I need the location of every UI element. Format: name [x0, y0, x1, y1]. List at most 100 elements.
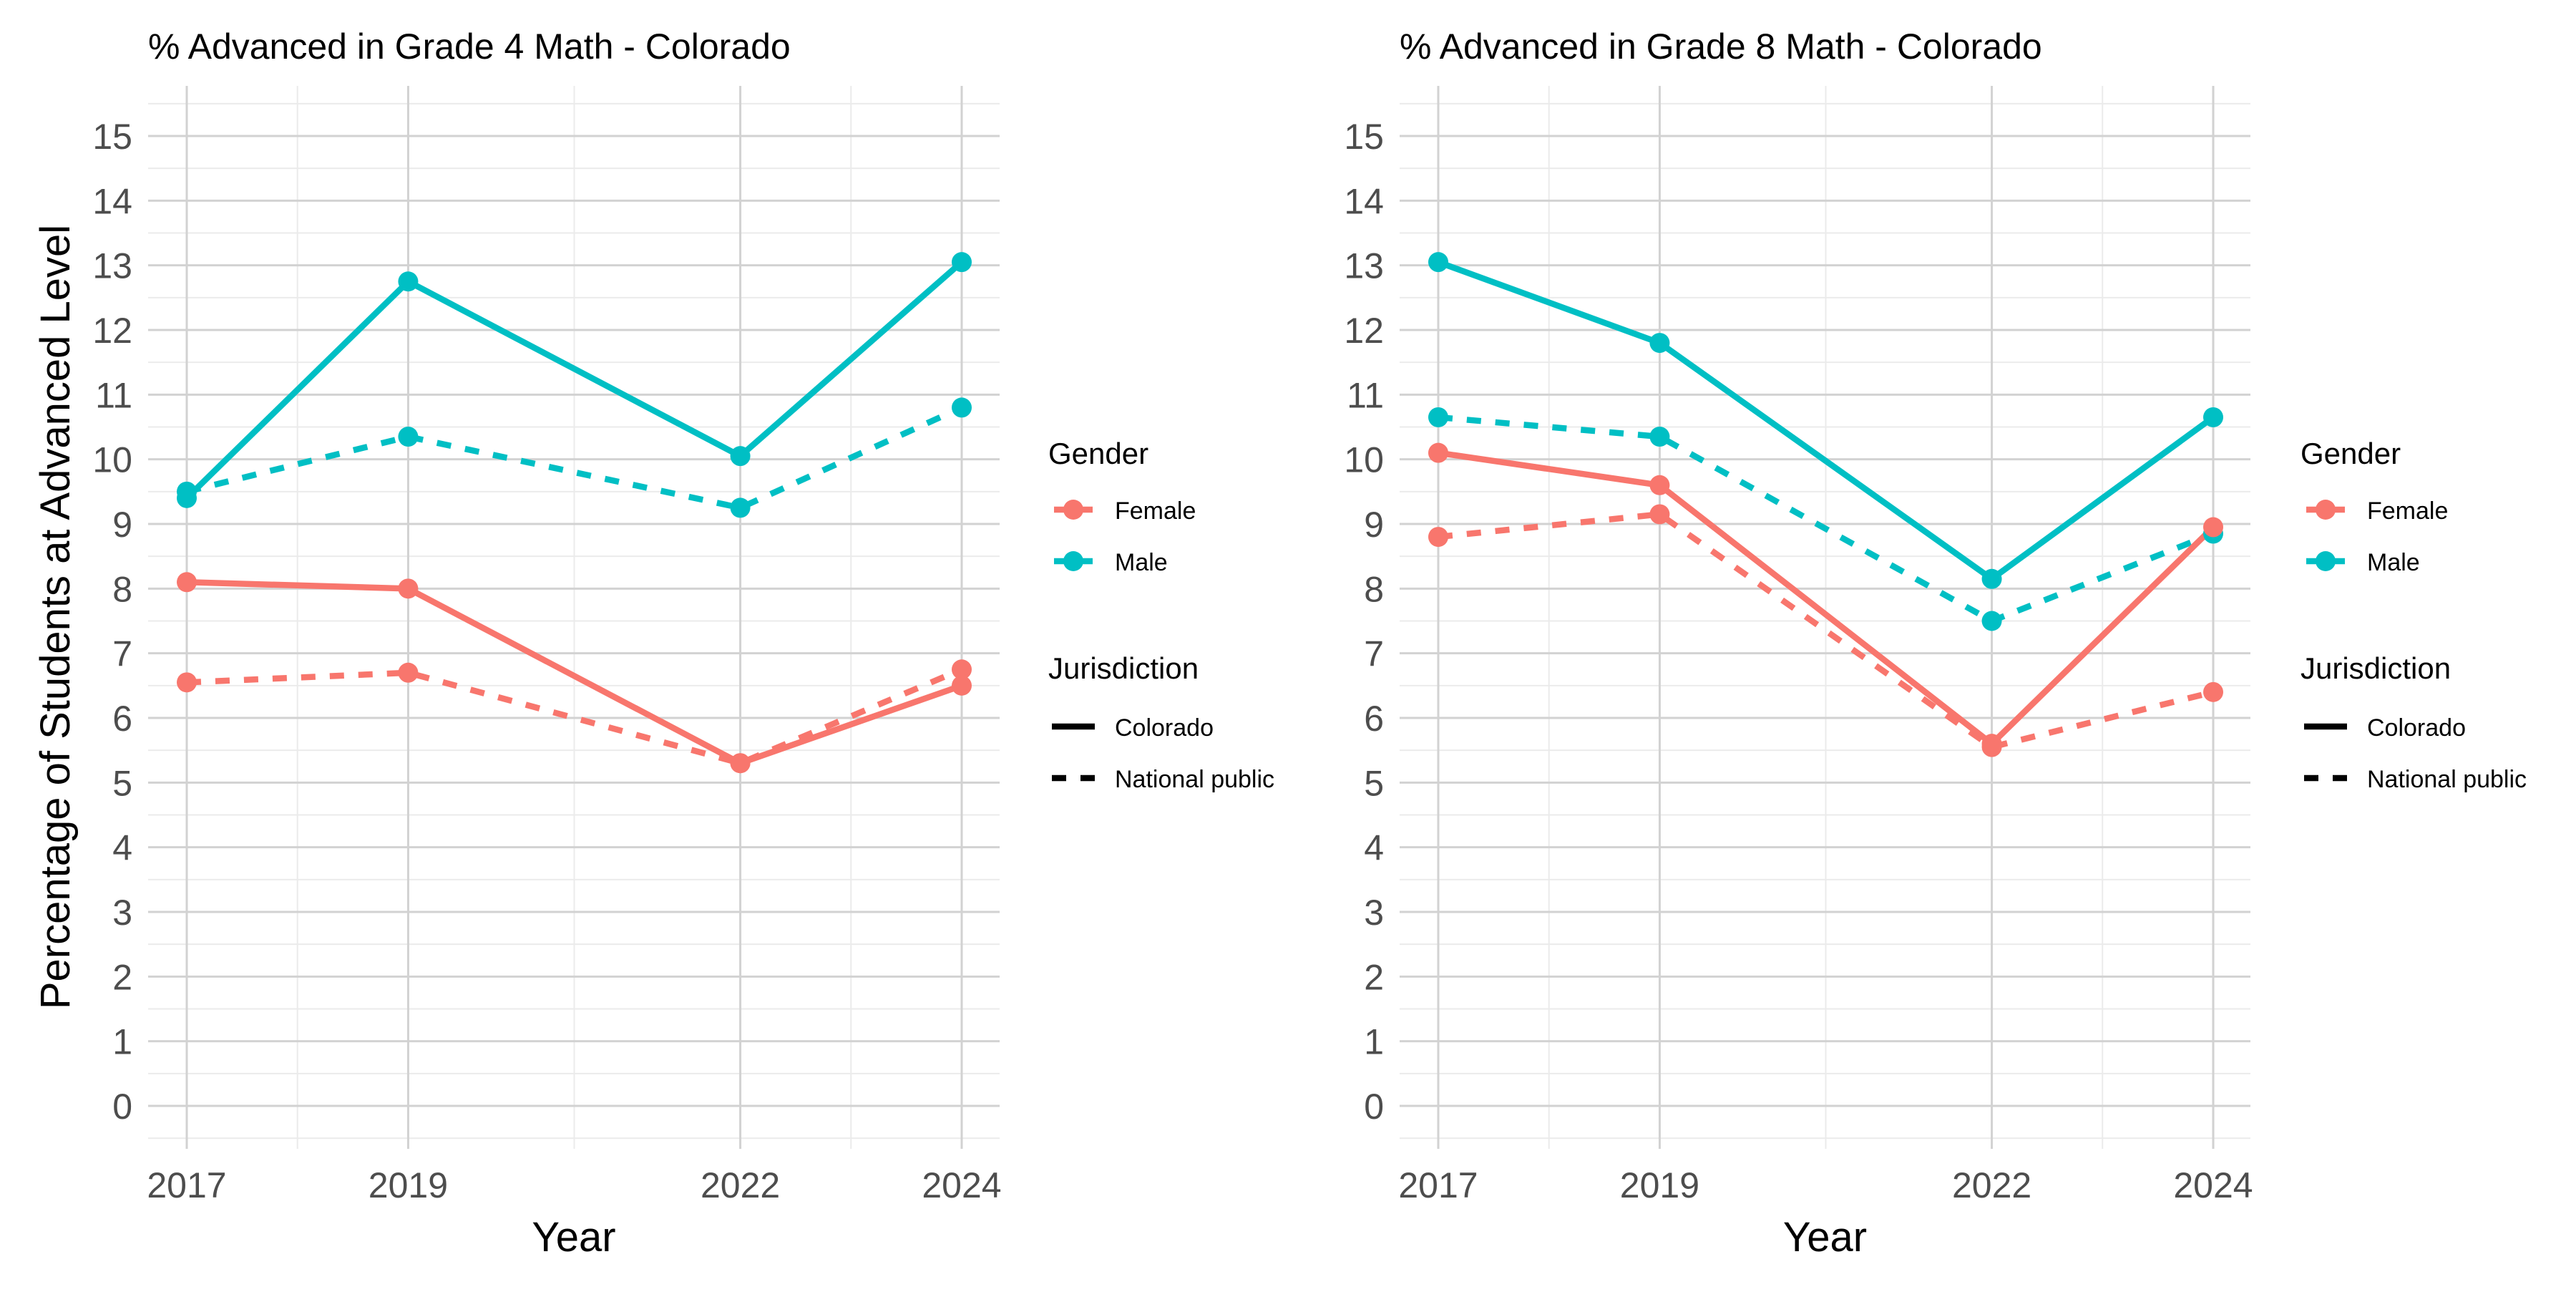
legend-label-female: Female	[2367, 497, 2448, 525]
y-tick-label: 15	[92, 117, 132, 157]
y-tick-label: 3	[112, 893, 132, 933]
data-point-male-colorado	[398, 271, 419, 292]
y-tick-label: 6	[112, 699, 132, 739]
y-tick-label: 10	[1344, 440, 1384, 480]
y-tick-label: 2	[1364, 957, 1384, 997]
data-point-female-national-public	[1428, 527, 1448, 548]
data-point-female-colorado	[1428, 442, 1448, 463]
legend-label-colorado: Colorado	[1115, 714, 1214, 742]
y-tick-label: 0	[1364, 1087, 1384, 1127]
y-tick-label: 10	[92, 440, 132, 480]
series-line-male-national-public	[185, 404, 963, 511]
data-point-male-colorado	[1428, 252, 1448, 273]
y-axis-title: Percentage of Students at Advanced Level	[32, 225, 79, 1009]
legend: Gender Female Male Jurisdiction Colorado Nati…	[2301, 437, 2527, 793]
y-tick-label: 9	[112, 505, 132, 545]
data-point-female-colorado	[952, 675, 972, 696]
y-tick-label: 13	[1344, 246, 1384, 286]
data-point-female-colorado	[1649, 475, 1670, 495]
legend-label-male: Male	[1115, 549, 1168, 576]
legend-key-point	[2316, 551, 2336, 571]
series-line-male-colorado	[185, 259, 964, 500]
y-tick-label: 8	[112, 569, 132, 609]
chart-title: % Advanced in Grade 8 Math - Colorado	[1400, 26, 2042, 67]
data-point-male-colorado	[1981, 568, 2002, 589]
data-point-male-colorado	[2203, 407, 2223, 427]
data-point-female-colorado	[398, 578, 419, 599]
data-point-female-national-public	[1649, 504, 1670, 525]
y-tick-label: 12	[1344, 311, 1384, 351]
y-tick-label: 15	[1344, 117, 1384, 157]
legend-label-colorado: Colorado	[2367, 714, 2466, 742]
data-point-female-colorado	[177, 572, 197, 593]
legend-label-national-public: National public	[1115, 766, 1274, 793]
data-point-female-colorado	[1981, 734, 2002, 754]
x-tick-label: 2019	[369, 1165, 448, 1205]
y-tick-label: 6	[1364, 699, 1384, 739]
data-point-male-national-public	[730, 497, 751, 518]
legend-label-female: Female	[1115, 497, 1196, 525]
legend-label-national-public: National public	[2367, 766, 2527, 793]
data-point-male-national-public	[952, 397, 972, 418]
y-tick-label: 9	[1364, 505, 1384, 545]
x-tick-label: 2024	[922, 1165, 1001, 1205]
legend-key-point	[1063, 500, 1083, 520]
y-tick-label: 12	[92, 311, 132, 351]
x-tick-label: 2022	[701, 1165, 780, 1205]
y-tick-label: 1	[112, 1022, 132, 1062]
y-tick-label: 0	[112, 1087, 132, 1127]
x-tick-label: 2024	[2173, 1165, 2253, 1205]
data-point-female-national-public	[177, 672, 197, 693]
data-point-female-colorado	[730, 753, 751, 774]
y-tick-label: 14	[1344, 181, 1384, 221]
y-tick-label: 7	[112, 634, 132, 674]
x-tick-label: 2022	[1952, 1165, 2031, 1205]
x-tick-label: 2019	[1620, 1165, 1699, 1205]
series-line-male-national-public	[1438, 414, 2215, 624]
x-tick-label: 2017	[147, 1165, 226, 1205]
legend-key-point	[2316, 500, 2336, 520]
data-point-male-colorado	[952, 252, 972, 273]
x-axis-title: Year	[1783, 1214, 1867, 1261]
y-tick-label: 4	[112, 828, 132, 868]
y-tick-label: 7	[1364, 634, 1384, 674]
data-point-female-national-public	[2203, 681, 2223, 702]
data-point-female-national-public	[952, 659, 972, 680]
legend: Gender Female Male Jurisdiction Colorado Nati…	[1048, 437, 1274, 793]
legend-key-point	[1063, 551, 1083, 571]
series-line-female-colorado	[186, 579, 963, 767]
legend-title-gender: Gender	[1048, 437, 1148, 470]
y-tick-label: 5	[1364, 763, 1384, 803]
x-axis-title: Year	[532, 1214, 615, 1261]
data-point-male-national-public	[1428, 407, 1448, 427]
legend-label-male: Male	[2367, 549, 2420, 576]
y-tick-label: 5	[112, 763, 132, 803]
data-point-male-colorado	[177, 487, 197, 508]
y-tick-label: 11	[95, 375, 132, 415]
y-tick-label: 13	[92, 246, 132, 286]
legend-title-jurisdiction: Jurisdiction	[1048, 651, 1199, 685]
chart-title: % Advanced in Grade 4 Math - Colorado	[148, 26, 791, 67]
y-tick-label: 3	[1364, 893, 1384, 933]
legend-title-gender: Gender	[2301, 437, 2401, 470]
y-tick-label: 1	[1364, 1022, 1384, 1062]
data-point-male-colorado	[730, 446, 751, 467]
x-tick-label: 2017	[1398, 1165, 1478, 1205]
series-line-male-colorado	[1437, 259, 2215, 583]
data-point-male-colorado	[1649, 333, 1670, 354]
y-tick-label: 4	[1364, 828, 1384, 868]
y-tick-label: 14	[92, 181, 132, 221]
data-point-male-national-public	[398, 427, 419, 447]
y-tick-label: 2	[112, 957, 132, 997]
data-point-male-national-public	[1981, 611, 2002, 631]
y-tick-label: 8	[1364, 569, 1384, 609]
series-line-female-colorado	[1438, 450, 2215, 747]
data-point-female-colorado	[2203, 517, 2223, 538]
y-tick-label: 11	[1347, 375, 1384, 415]
legend-title-jurisdiction: Jurisdiction	[2301, 651, 2451, 685]
data-point-female-national-public	[398, 662, 419, 683]
